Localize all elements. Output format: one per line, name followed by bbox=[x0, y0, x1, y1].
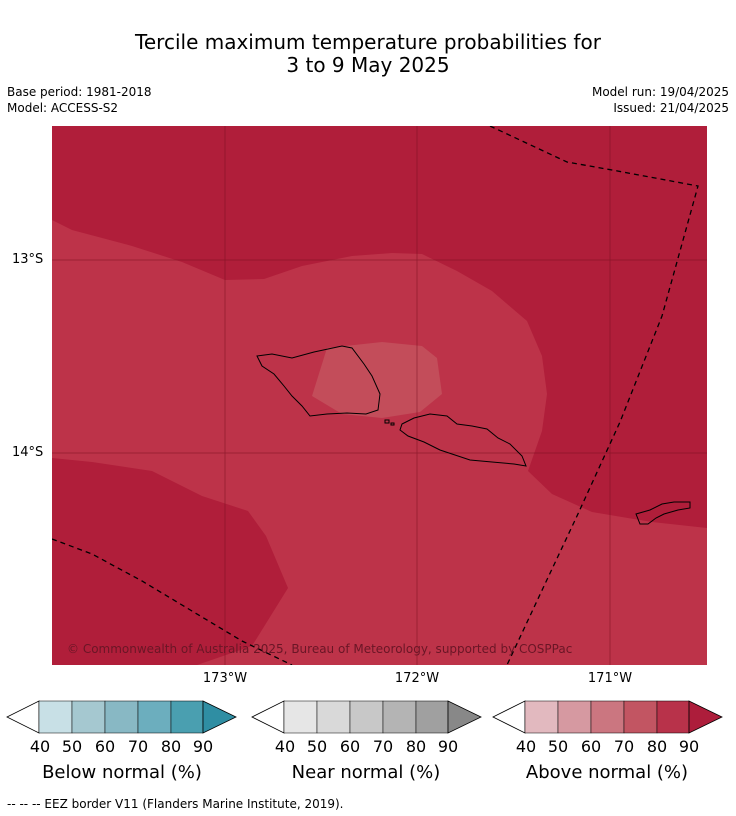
colorbar-near-normal bbox=[251, 700, 483, 740]
colorbar-below-normal bbox=[6, 700, 238, 740]
colorbar-label-near: Near normal (%) bbox=[291, 762, 441, 783]
tick: 90 bbox=[678, 737, 700, 756]
lon-label-173w: 173°W bbox=[202, 671, 248, 686]
colorbar-label-above: Above normal (%) bbox=[525, 762, 689, 783]
tick: 50 bbox=[61, 737, 83, 756]
island-tutuila bbox=[635, 501, 691, 525]
copyright-text: © Commonwealth of Australia 2025, Bureau… bbox=[67, 642, 573, 656]
tick: 80 bbox=[405, 737, 427, 756]
island-manono bbox=[384, 419, 390, 424]
tick: 70 bbox=[613, 737, 635, 756]
meta-left: Base period: 1981-2018 Model: ACCESS-S2 bbox=[7, 84, 152, 116]
tick: 80 bbox=[160, 737, 182, 756]
title-line-2: 3 to 9 May 2025 bbox=[286, 53, 450, 77]
base-period: Base period: 1981-2018 bbox=[7, 85, 152, 99]
lon-label-171w: 171°W bbox=[587, 671, 633, 686]
tick: 60 bbox=[339, 737, 361, 756]
graticule bbox=[52, 126, 707, 665]
tick: 50 bbox=[306, 737, 328, 756]
region-above-70 bbox=[52, 220, 707, 665]
lat-label-13s: 13°S bbox=[12, 252, 44, 267]
tick: 60 bbox=[580, 737, 602, 756]
tick: 40 bbox=[274, 737, 296, 756]
tick: 50 bbox=[547, 737, 569, 756]
tick: 60 bbox=[94, 737, 116, 756]
island-upolu bbox=[399, 413, 527, 467]
tick: 70 bbox=[127, 737, 149, 756]
colorbar-label-below: Below normal (%) bbox=[42, 762, 202, 783]
map-panel[interactable] bbox=[52, 126, 707, 665]
eez-footer-note: -- -- -- EEZ border V11 (Flanders Marine… bbox=[7, 797, 344, 811]
model-run: Model run: 19/04/2025 bbox=[591, 85, 729, 99]
model-name: Model: ACCESS-S2 bbox=[7, 101, 119, 115]
tick: 40 bbox=[515, 737, 537, 756]
lon-label-172w: 172°W bbox=[394, 671, 440, 686]
tick: 90 bbox=[437, 737, 459, 756]
tick: 70 bbox=[372, 737, 394, 756]
issued-date: Issued: 21/04/2025 bbox=[613, 101, 729, 115]
island-savaii bbox=[256, 345, 381, 417]
title-line-1: Tercile maximum temperature probabilitie… bbox=[135, 30, 601, 54]
island-apolima bbox=[390, 422, 395, 426]
tick: 90 bbox=[192, 737, 214, 756]
meta-right: Model run: 19/04/2025 Issued: 21/04/2025 bbox=[592, 84, 729, 116]
tick: 80 bbox=[646, 737, 668, 756]
map-title: Tercile maximum temperature probabilitie… bbox=[0, 31, 736, 77]
map-svg bbox=[52, 126, 707, 665]
eez-border bbox=[52, 126, 699, 665]
region-above-60 bbox=[312, 342, 442, 418]
tick: 40 bbox=[29, 737, 51, 756]
lat-label-14s: 14°S bbox=[12, 445, 44, 460]
colorbar-above-normal bbox=[492, 700, 724, 740]
